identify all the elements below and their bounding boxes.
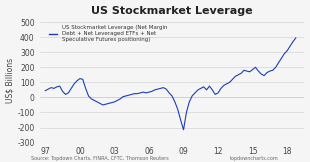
Text: Source: Topdown Charts, FINRA, CFTC, Thomson Reuters: Source: Topdown Charts, FINRA, CFTC, Tho… (31, 156, 169, 161)
Title: US Stockmarket Leverage: US Stockmarket Leverage (91, 6, 253, 16)
Legend: US Stockmarket Leverage (Net Margin
Debt + Net Leveraged ETFs + Net
Speculative : US Stockmarket Leverage (Net Margin Debt… (48, 24, 168, 43)
Text: topdowncharts.com: topdowncharts.com (230, 156, 279, 161)
Y-axis label: US$ Billions: US$ Billions (6, 58, 15, 103)
